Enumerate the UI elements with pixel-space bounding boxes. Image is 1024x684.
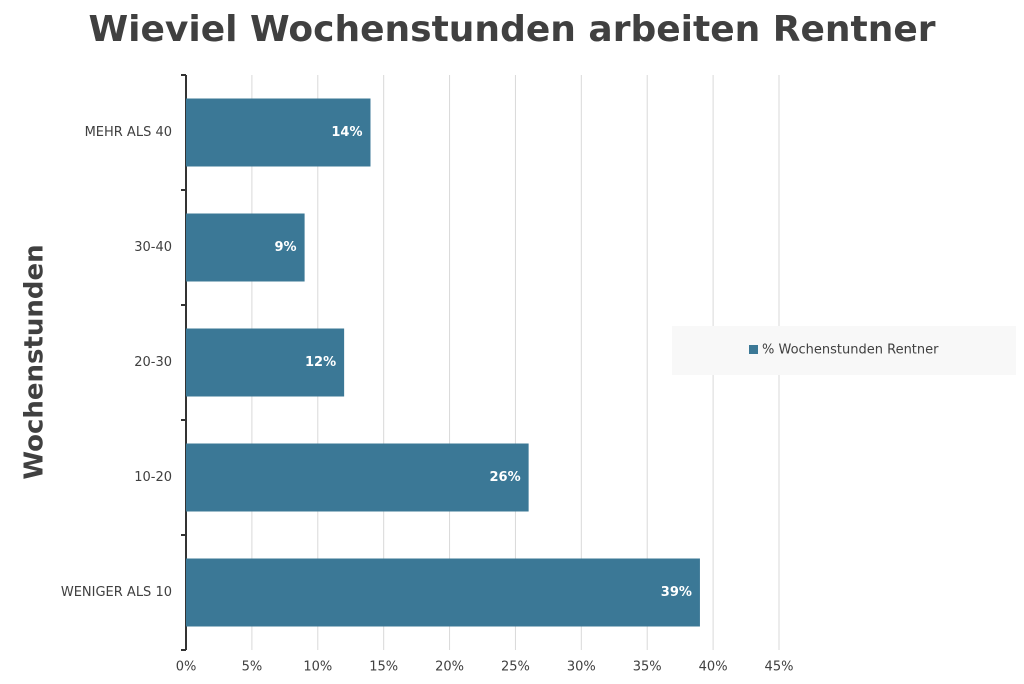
y-tick-label: 20-30 xyxy=(134,355,172,370)
y-tick-label: MEHR ALS 40 xyxy=(85,125,172,140)
data-label: 39% xyxy=(661,585,692,600)
bar xyxy=(186,328,345,397)
x-tick-label: 30% xyxy=(567,660,596,675)
data-label: 14% xyxy=(331,125,362,140)
bar xyxy=(186,558,700,627)
x-tick-label: 5% xyxy=(242,660,263,675)
x-tick-label: 35% xyxy=(633,660,662,675)
x-tick-label: 15% xyxy=(369,660,398,675)
y-tick-label: WENIGER ALS 10 xyxy=(61,585,172,600)
legend-box xyxy=(672,326,1016,375)
x-tick-label: 25% xyxy=(501,660,530,675)
x-tick-label: 20% xyxy=(435,660,464,675)
bar xyxy=(186,443,529,512)
data-label: 26% xyxy=(489,470,520,485)
legend-label: % Wochenstunden Rentner xyxy=(762,343,939,358)
bar xyxy=(186,98,371,167)
bar xyxy=(186,213,305,282)
y-tick-label: 10-20 xyxy=(134,470,172,485)
y-axis-label: Wochenstunden xyxy=(20,244,50,479)
x-tick-label: 40% xyxy=(699,660,728,675)
y-tick-label: 30-40 xyxy=(134,240,172,255)
x-tick-label: 0% xyxy=(176,660,197,675)
x-tick-label: 45% xyxy=(765,660,794,675)
data-label: 9% xyxy=(275,240,297,255)
x-tick-label: 10% xyxy=(303,660,332,675)
data-label: 12% xyxy=(305,355,336,370)
chart-title: Wieviel Wochenstunden arbeiten Rentner xyxy=(88,9,935,50)
legend-swatch xyxy=(749,345,758,354)
